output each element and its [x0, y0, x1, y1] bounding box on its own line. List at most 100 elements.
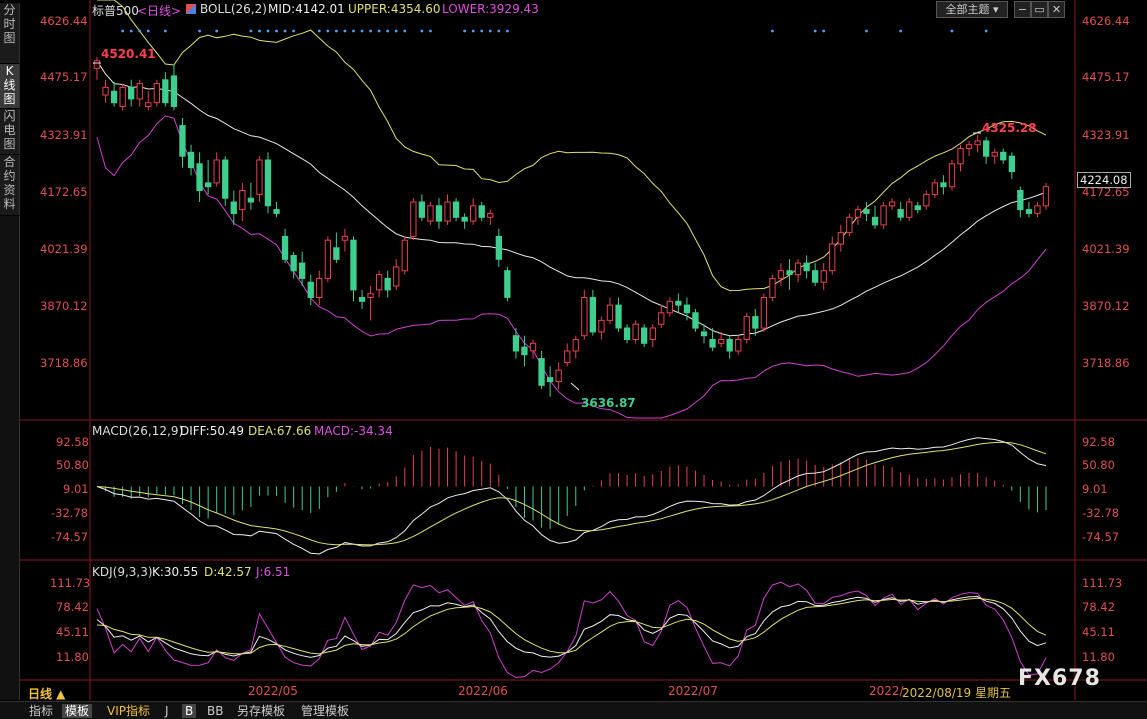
candle-body — [760, 297, 768, 329]
side-tab-intraday[interactable]: 分时图 — [0, 3, 20, 63]
signal-dot — [771, 29, 774, 33]
kdj-tick-left-3: 45.11 — [56, 625, 89, 639]
macd-tick-left-2: 50.80 — [56, 458, 89, 472]
signal-dot — [488, 29, 492, 33]
maximize-button[interactable]: ▭ — [1031, 1, 1048, 18]
price-tick-right-7: 3718.86 — [1082, 356, 1130, 370]
side-tab-kline-label: K线图 — [3, 64, 16, 106]
candle-body — [871, 216, 879, 226]
signal-dot — [480, 29, 484, 33]
kdj-tick-right-2: 78.42 — [1082, 600, 1115, 614]
candle-body — [812, 270, 819, 283]
candle-body — [281, 235, 289, 260]
candle-body — [923, 193, 930, 207]
macd-tick-right-4: -32.78 — [1082, 506, 1120, 520]
minimize-button[interactable]: − — [1014, 1, 1031, 18]
candle-body — [435, 205, 443, 222]
date-label-aug: 2022/ — [869, 684, 904, 698]
side-tab-flash[interactable]: 闪电图 — [0, 109, 20, 154]
candle-body — [461, 216, 468, 222]
date-label-may: 2022/05 — [248, 684, 298, 698]
signal-dot — [283, 29, 287, 33]
signal-dot — [377, 29, 381, 33]
candle-body — [709, 339, 716, 348]
signal-dot — [146, 29, 150, 33]
candle-body — [102, 86, 109, 96]
cursor-date: 2022/08/19 星期五 — [902, 686, 1011, 700]
macd-diff-line — [96, 437, 1047, 555]
boll-upper: UPPER:4354.60 — [348, 2, 441, 16]
tab-manage-template[interactable]: 管理模板 — [301, 704, 350, 718]
candle-body — [367, 293, 374, 299]
candle-body — [179, 125, 186, 157]
candle-body — [119, 86, 126, 108]
theme-select[interactable]: 全部主题 ▾ — [936, 1, 1008, 18]
tab-templates[interactable]: 模板 — [62, 704, 93, 718]
price-tick-left-1: 4626.44 — [40, 14, 88, 28]
candle-body — [726, 339, 733, 352]
signal-dot — [198, 29, 201, 33]
candle-body — [666, 300, 674, 314]
price-tick-right-6: 3870.12 — [1082, 299, 1130, 313]
candle-body — [187, 151, 195, 169]
kdj-tick-right-4: 11.80 — [1082, 650, 1115, 664]
candle-body — [777, 270, 785, 279]
maximize-icon: ▭ — [1034, 3, 1045, 16]
candle-body — [564, 350, 571, 363]
signal-dot — [369, 29, 372, 33]
macd-tick-right-2: 50.80 — [1082, 458, 1115, 472]
candle-body — [931, 182, 939, 195]
macd-dea: DEA:67.66 — [248, 424, 312, 438]
candle-body — [264, 159, 272, 207]
low-annotation: 3636.87 — [581, 396, 636, 410]
side-tab-contract[interactable]: 合约资料 — [0, 155, 20, 215]
candle-body — [983, 140, 990, 157]
candle-body — [794, 262, 802, 276]
signal-dot — [292, 29, 296, 33]
candle-body — [495, 235, 503, 260]
tab-vip-indicators[interactable]: VIP指标 — [107, 704, 150, 718]
tab-j[interactable]: J — [165, 704, 169, 718]
candle-body — [504, 270, 511, 298]
signal-dot — [463, 29, 467, 33]
candle-body — [452, 201, 460, 218]
current-price-tag: 4224.08 — [1077, 172, 1131, 188]
side-tab-contract-label: 合约资料 — [3, 155, 16, 211]
price-tick-right-2: 4475.17 — [1082, 70, 1130, 84]
candle-body — [829, 243, 836, 272]
candle-body — [991, 151, 998, 157]
candle-body — [145, 102, 152, 107]
side-tab-filler — [0, 216, 20, 700]
kdj-tick-left-2: 78.42 — [56, 600, 89, 614]
candle-body — [632, 323, 639, 341]
signal-dot — [334, 29, 338, 33]
tab-indicators[interactable]: 指标 — [29, 704, 54, 718]
price-tick-left-5: 4021.39 — [40, 242, 88, 256]
signal-dot — [317, 29, 321, 33]
watermark-logo: FX678 — [1018, 666, 1101, 691]
candle-body — [718, 339, 725, 344]
tab-bb[interactable]: BB — [207, 704, 224, 718]
period-toggle-button[interactable]: 日线 ▲ — [28, 687, 66, 701]
candle-body — [487, 213, 494, 218]
price-tick-left-3: 4323.91 — [40, 128, 88, 142]
candle-body — [470, 205, 477, 222]
candle-body — [128, 86, 135, 100]
tab-save-template[interactable]: 另存模板 — [237, 704, 286, 718]
signal-dot — [950, 29, 954, 33]
tab-b[interactable]: B — [182, 704, 197, 718]
candle-body — [273, 209, 280, 214]
candle-body — [1034, 205, 1041, 214]
close-button[interactable]: ✕ — [1048, 1, 1065, 18]
candle-body — [410, 201, 417, 237]
candle-body — [692, 312, 699, 329]
side-tab-kline[interactable]: K线图 — [0, 64, 20, 108]
boll-mid: MID:4142.01 — [268, 2, 345, 16]
candle-body — [820, 270, 827, 283]
candle-body — [786, 270, 793, 276]
signal-dot — [121, 29, 125, 33]
candle-body — [957, 148, 964, 165]
macd-tick-left-3: 9.01 — [63, 482, 89, 496]
